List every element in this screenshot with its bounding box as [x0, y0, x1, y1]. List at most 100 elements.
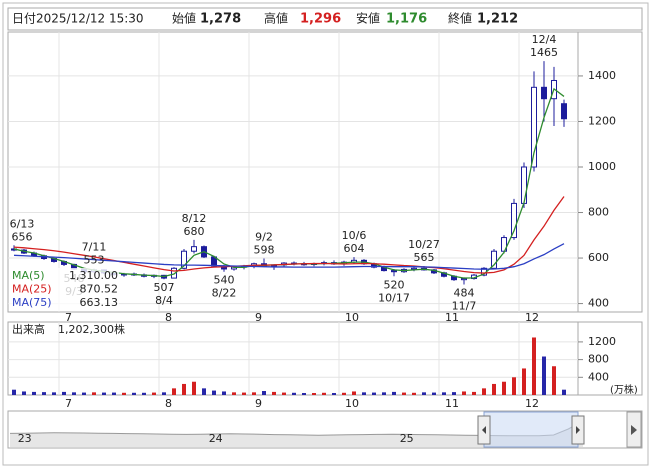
volume-bar — [152, 392, 156, 395]
trough-value: 484 — [454, 286, 475, 299]
volume-bar — [272, 391, 276, 395]
navigator-area — [10, 421, 583, 447]
high: 1,296 — [300, 12, 341, 27]
x-tick-label: 9 — [255, 397, 262, 410]
navigator-label: 24 — [209, 432, 223, 445]
volume-bar — [502, 381, 506, 395]
y-tick-label: 600 — [588, 251, 609, 264]
volume-bar — [32, 391, 36, 395]
x-tick-label: 9 — [255, 311, 262, 324]
volume-bar — [432, 392, 436, 395]
y-tick-label: 1200 — [588, 335, 616, 348]
candle-body — [561, 103, 567, 120]
close: 1,212 — [477, 12, 518, 27]
volume-bar — [232, 392, 236, 395]
trough-date: 11/7 — [452, 299, 477, 312]
candle-body — [191, 246, 197, 252]
volume-bar — [322, 392, 326, 395]
high-label: 高値 — [264, 11, 288, 26]
volume-bar — [102, 392, 106, 395]
legend-name: MA(75) — [12, 296, 52, 309]
volume-bar — [492, 383, 496, 395]
low-label: 安値 — [356, 11, 380, 26]
volume-bar — [532, 337, 536, 395]
close-label: 終値 — [448, 11, 472, 26]
handle-arrow — [482, 426, 486, 434]
y-tick-label: 1400 — [588, 69, 616, 82]
volume-bar — [202, 388, 206, 395]
volume-bar — [292, 392, 296, 395]
x-tick-label: 11 — [445, 397, 459, 410]
ma-line — [13, 196, 565, 274]
y-tick-label: 1000 — [588, 160, 616, 173]
volume-bar — [462, 391, 466, 395]
legend-name: MA(5) — [12, 269, 45, 282]
trough-date: 8/4 — [155, 294, 173, 307]
volume-bar — [52, 392, 56, 395]
volume-bar — [252, 392, 256, 395]
peak-date: 12/4 — [532, 33, 557, 46]
volume-bar — [392, 391, 396, 395]
legend-value: 663.13 — [80, 296, 119, 309]
candle-body — [531, 86, 537, 168]
volume-bar — [472, 391, 476, 395]
volume-bar — [22, 391, 26, 395]
legend-value: 870.52 — [80, 283, 119, 296]
x-tick-label: 11 — [445, 311, 459, 324]
volume-value: 1,202,300株 — [58, 322, 125, 336]
trough-value: 520 — [384, 278, 405, 291]
peak-date: 10/27 — [408, 238, 440, 251]
volume-bar — [522, 368, 526, 395]
volume-bar — [92, 392, 96, 395]
volume-bar — [72, 392, 76, 395]
volume-bar — [42, 392, 46, 395]
candle-body — [181, 250, 187, 269]
navigator-selection[interactable] — [483, 411, 579, 448]
peak-date: 10/6 — [342, 229, 367, 242]
volume-bar — [62, 391, 66, 395]
volume-bar — [442, 392, 446, 395]
volume-bar — [162, 392, 166, 395]
volume-bar — [412, 392, 416, 395]
peak-value: 553 — [84, 254, 105, 267]
navigator-label: 25 — [400, 432, 414, 445]
trough-value: 540 — [214, 274, 235, 287]
volume-bar — [222, 391, 226, 395]
volume-bar — [542, 356, 546, 395]
volume-bar — [452, 392, 456, 395]
volume-bar — [352, 391, 356, 395]
volume-bar — [282, 392, 286, 395]
y-tick-label: 400 — [588, 297, 609, 310]
x-tick-label: 7 — [65, 397, 72, 410]
y-tick-label: 400 — [588, 370, 609, 383]
volume-bar — [552, 366, 556, 395]
candle-body — [391, 270, 397, 273]
volume-bar — [342, 392, 346, 395]
y-tick-label: 800 — [588, 206, 609, 219]
volume-bar — [182, 383, 186, 395]
y-tick-label: 1200 — [588, 114, 616, 127]
legend-name: MA(25) — [12, 283, 52, 296]
peak-value: 598 — [254, 244, 275, 257]
volume-bar — [12, 389, 16, 395]
handle-arrow — [576, 426, 580, 434]
volume-bar — [512, 377, 516, 395]
legend-box — [9, 268, 119, 311]
peak-value: 1465 — [530, 46, 558, 59]
header-bar — [7, 7, 643, 31]
volume-bar — [242, 392, 246, 395]
volume-bar — [132, 392, 136, 395]
y-tick-label: 800 — [588, 353, 609, 366]
candle-body — [541, 86, 547, 100]
open-label: 始値 — [172, 11, 196, 26]
volume-bar — [122, 392, 126, 395]
candle-body — [491, 250, 497, 269]
volume-bar — [372, 392, 376, 395]
x-tick-label: 12 — [525, 397, 539, 410]
volume-bar — [422, 392, 426, 395]
date: 2025/12/12 15:30 — [36, 12, 144, 26]
volume-bar — [362, 392, 366, 395]
peak-date: 9/2 — [255, 231, 273, 244]
peak-value: 680 — [184, 225, 205, 238]
